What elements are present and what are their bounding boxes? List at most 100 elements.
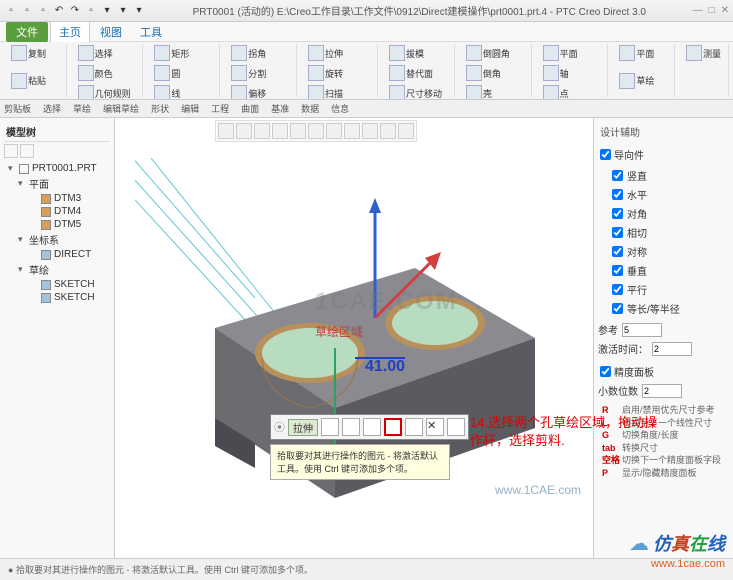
tab-file[interactable]: 文件 <box>6 22 48 42</box>
timeout-input[interactable] <box>652 342 692 356</box>
snap-head[interactable]: 导向件 <box>598 145 729 164</box>
ribbon-button[interactable]: 选择 <box>75 44 116 62</box>
snap-option[interactable]: 垂直 <box>612 261 729 280</box>
tree-node[interactable]: ▾坐标系 <box>4 231 110 248</box>
ribbon-button[interactable]: 测量 <box>683 44 724 62</box>
ribbon-button[interactable]: 矩形 <box>151 44 192 62</box>
tree-tool-icon[interactable] <box>4 144 18 158</box>
tree-node[interactable]: DTM4 <box>4 205 110 218</box>
ribbon-button[interactable]: 拔模 <box>386 44 427 62</box>
drag-handle-icon[interactable]: ⦿ <box>274 419 285 435</box>
ribbon-button[interactable]: 轴 <box>540 64 572 82</box>
tab-tools[interactable]: 工具 <box>132 22 170 42</box>
expand-icon[interactable]: ▾ <box>18 234 26 245</box>
qat-dd1-icon[interactable]: ▾ <box>116 4 130 18</box>
snap-checkbox[interactable] <box>612 265 623 276</box>
precision-head[interactable]: 精度面板 <box>598 362 729 381</box>
snap-checkbox[interactable] <box>612 227 623 238</box>
vtool-icon[interactable] <box>254 123 270 139</box>
snap-checkbox[interactable] <box>612 170 623 181</box>
viewport-3d[interactable]: 1CAE.COM www.1CAE.com 草绘区域 41.00 <box>115 118 593 558</box>
ribbon-button[interactable]: 复制 <box>8 44 49 62</box>
tab-home[interactable]: 主页 <box>50 21 90 42</box>
snap-checkbox[interactable] <box>612 246 623 257</box>
float-btn-3[interactable] <box>363 418 381 436</box>
vtool-icon[interactable] <box>236 123 252 139</box>
ribbon-button[interactable]: 线 <box>151 84 183 100</box>
ribbon-button[interactable]: 粘贴 <box>8 72 49 90</box>
ribbon-button[interactable]: 尺寸移动 <box>386 84 445 100</box>
snap-checkbox[interactable] <box>612 189 623 200</box>
ribbon-button[interactable]: 偏移 <box>228 84 269 100</box>
tab-view[interactable]: 视图 <box>92 22 130 42</box>
snap-option[interactable]: 相切 <box>612 223 729 242</box>
vtool-icon[interactable] <box>308 123 324 139</box>
ribbon-button[interactable]: 点 <box>540 84 572 100</box>
precision-toggle[interactable] <box>600 366 611 377</box>
snap-checkbox[interactable] <box>612 208 623 219</box>
vtool-icon[interactable] <box>326 123 342 139</box>
tree-node[interactable]: DTM3 <box>4 192 110 205</box>
vtool-icon[interactable] <box>344 123 360 139</box>
expand-icon[interactable]: ▾ <box>18 178 26 189</box>
tree-node[interactable]: ▾草绘 <box>4 261 110 278</box>
ribbon-button[interactable]: 倒圆角 <box>463 44 513 62</box>
snap-option[interactable]: 对称 <box>612 242 729 261</box>
ribbon-button[interactable]: 颜色 <box>75 64 116 82</box>
tree-node[interactable]: SKETCH <box>4 278 110 291</box>
qat-open-icon[interactable]: ▫ <box>20 4 34 18</box>
ribbon-button[interactable]: 替代面 <box>386 64 436 82</box>
ribbon-button[interactable]: 拐角 <box>228 44 269 62</box>
decimals-input[interactable] <box>642 384 682 398</box>
snap-toggle[interactable] <box>600 149 611 160</box>
ribbon-button[interactable]: 草绘 <box>616 72 657 90</box>
float-btn-5[interactable] <box>405 418 423 436</box>
snap-option[interactable]: 对角 <box>612 204 729 223</box>
ribbon-button[interactable]: 拉伸 <box>305 44 346 62</box>
close-icon[interactable]: ✕ <box>721 5 729 16</box>
tree-node[interactable]: ▾平面 <box>4 175 110 192</box>
ribbon-button[interactable]: 分割 <box>228 64 269 82</box>
snap-checkbox[interactable] <box>612 284 623 295</box>
snap-option[interactable]: 等长/等半径 <box>612 299 729 318</box>
vtool-icon[interactable] <box>398 123 414 139</box>
extrude-float-toolbar[interactable]: ⦿ 拉伸 ✕ <box>270 414 469 440</box>
qat-undo-icon[interactable]: ↶ <box>52 4 66 18</box>
snap-option[interactable]: 平行 <box>612 280 729 299</box>
expand-icon[interactable]: ▾ <box>18 264 26 275</box>
dimension-value[interactable]: 41.00 <box>365 358 405 376</box>
expand-icon[interactable]: ▾ <box>8 163 16 174</box>
tree-root[interactable]: ▾ PRT0001.PRT <box>4 162 110 175</box>
vtool-icon[interactable] <box>218 123 234 139</box>
float-btn-2[interactable] <box>342 418 360 436</box>
tree-tool-icon[interactable] <box>20 144 34 158</box>
tree-node[interactable]: DTM5 <box>4 218 110 231</box>
vtool-icon[interactable] <box>272 123 288 139</box>
float-btn-1[interactable] <box>321 418 339 436</box>
tree-node[interactable]: SKETCH <box>4 291 110 304</box>
qat-save-icon[interactable]: ▫ <box>36 4 50 18</box>
ribbon-button[interactable]: 圆 <box>151 64 183 82</box>
refs-input[interactable] <box>622 323 662 337</box>
float-btn-6[interactable]: ✕ <box>426 418 444 436</box>
ribbon-button[interactable]: 平面 <box>616 44 657 62</box>
vtool-icon[interactable] <box>380 123 396 139</box>
float-btn-7[interactable] <box>447 418 465 436</box>
ribbon-button[interactable]: 旋转 <box>305 64 346 82</box>
snap-option[interactable]: 竖直 <box>612 166 729 185</box>
snap-checkbox[interactable] <box>612 303 623 314</box>
ribbon-button[interactable]: 壳 <box>463 84 495 100</box>
ribbon-button[interactable]: 倒角 <box>463 64 504 82</box>
vtool-icon[interactable] <box>290 123 306 139</box>
vtool-icon[interactable] <box>362 123 378 139</box>
ribbon-button[interactable]: 几何规则 <box>75 84 134 100</box>
maximize-icon[interactable]: □ <box>709 5 715 16</box>
minimize-icon[interactable]: — <box>693 5 703 16</box>
qat-new-icon[interactable]: ▫ <box>4 4 18 18</box>
float-btn-cut[interactable] <box>384 418 402 436</box>
qat-dd2-icon[interactable]: ▾ <box>132 4 146 18</box>
snap-option[interactable]: 水平 <box>612 185 729 204</box>
ribbon-button[interactable]: 平面 <box>540 44 581 62</box>
qat-redo-icon[interactable]: ↷ <box>68 4 82 18</box>
tree-node[interactable]: DIRECT <box>4 248 110 261</box>
